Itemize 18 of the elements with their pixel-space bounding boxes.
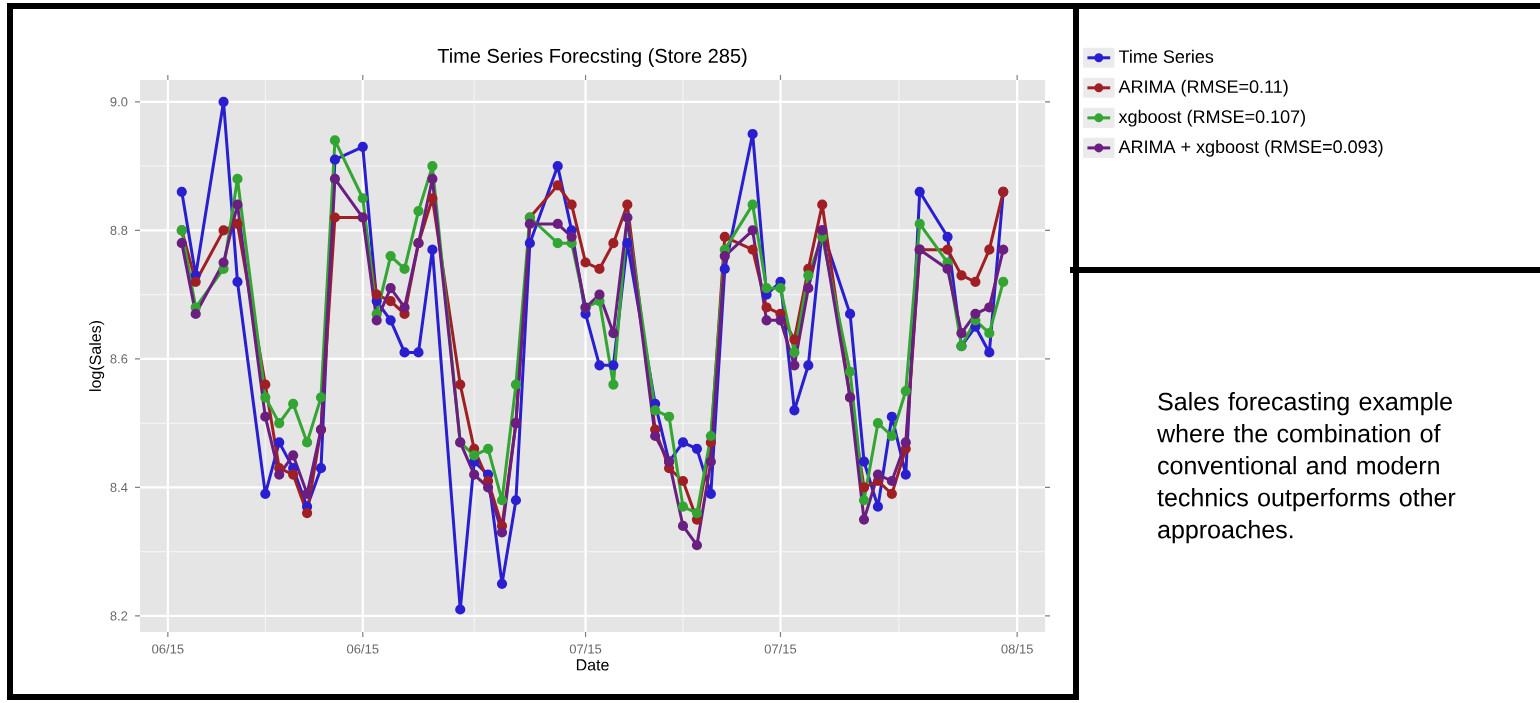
x-tick-label: 08/15 bbox=[1001, 644, 1033, 654]
legend-label: Time Series bbox=[1118, 49, 1214, 63]
y-axis-title: log(Sales) bbox=[89, 321, 105, 391]
text: Sales forecasting example where the combination of conventional and modern technics outperforms other approaches. bbox=[1157, 392, 1456, 544]
x-tick-label: 07/15 bbox=[764, 644, 797, 654]
y-tick-label: 8.4 bbox=[110, 482, 128, 493]
legend-label: xgboost (RMSE=0.107) bbox=[1118, 109, 1305, 127]
x-tick-label: 06/15 bbox=[152, 644, 184, 654]
legend-label: ARIMA + xgboost (RMSE=0.093) bbox=[1118, 139, 1383, 157]
x-axis-title: Date bbox=[576, 659, 609, 671]
y-tick-label: 8.6 bbox=[110, 354, 128, 364]
x-tick-label: 06/15 bbox=[347, 644, 379, 654]
chart-title: Time Series Forecsting (Store 285) bbox=[437, 48, 747, 67]
y-tick-label: 8.2 bbox=[110, 611, 128, 621]
y-tick-label: 8.8 bbox=[110, 225, 128, 235]
legend-label: ARIMA (RMSE=0.11) bbox=[1118, 79, 1288, 97]
x-tick-label: 07/15 bbox=[569, 644, 602, 654]
y-tick-label: 9.0 bbox=[110, 97, 128, 107]
